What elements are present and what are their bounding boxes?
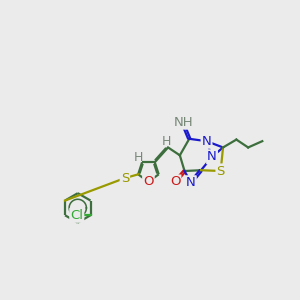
Text: H: H bbox=[134, 151, 143, 164]
Text: N: N bbox=[207, 150, 217, 164]
Text: O: O bbox=[170, 176, 180, 188]
Text: S: S bbox=[217, 164, 225, 178]
Text: N: N bbox=[202, 135, 212, 148]
Text: N: N bbox=[186, 176, 196, 189]
Text: O: O bbox=[143, 175, 154, 188]
Text: NH: NH bbox=[174, 116, 194, 129]
Text: S: S bbox=[121, 172, 129, 184]
Text: H: H bbox=[162, 135, 171, 148]
Text: Cl: Cl bbox=[70, 209, 83, 222]
